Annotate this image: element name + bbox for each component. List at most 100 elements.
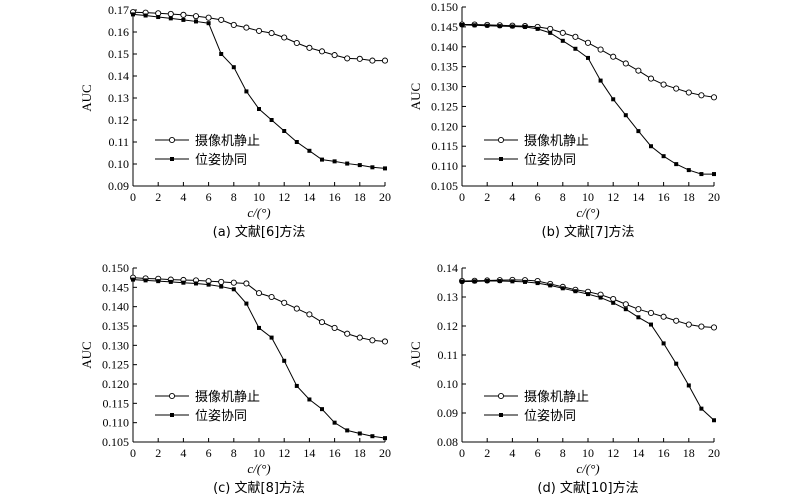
chart-d-series-2-point (523, 279, 527, 284)
chart-c-x-tick-label: 10 (253, 446, 265, 460)
chart-a-y-tick-label: 0.11 (108, 135, 129, 149)
chart-a-series-2-point (181, 17, 186, 22)
chart-a-legend-label-2: 位姿协同 (195, 152, 247, 168)
chart-a-series-2-point (370, 165, 375, 170)
chart-c-series-1-point (344, 330, 351, 337)
chart-a-series-1-point (331, 52, 338, 59)
chart-c-x-tick-label: 20 (379, 446, 391, 460)
chart-c-series-2-point (156, 279, 161, 284)
chart-d-y-tick-label: 0.14 (437, 261, 458, 275)
chart-a-series-1-point (167, 10, 174, 18)
chart-a-legend-label-1: 摄像机静止 (195, 134, 260, 149)
chart-a-y-tick-label: 0.13 (108, 91, 129, 105)
chart-a-x-tick-label: 20 (379, 190, 391, 204)
chart-c-y-tick-label: 0.135 (102, 319, 129, 333)
chart-c-x-tick-label: 6 (206, 446, 212, 460)
chart-c-series-2-point (282, 358, 287, 363)
chart-a-series-1-point (192, 13, 200, 20)
chart-d-legend-label-2: 位姿协同 (524, 408, 576, 424)
chart-b-x-tick-label: 16 (658, 190, 670, 204)
chart-d-legend-marker-2 (499, 413, 503, 417)
chart-d-series-1-point (710, 324, 718, 331)
chart-a-series-2-point (168, 16, 173, 21)
chart-b-series-1-point (559, 29, 566, 36)
chart-c-x-tick-label: 16 (329, 446, 341, 460)
chart-a-series-2-point (219, 52, 224, 56)
chart-b-x-axis-label: c/(°) (576, 205, 599, 220)
chart-c-series-1-point (306, 311, 313, 318)
chart-d-y-tick-label: 0.09 (437, 406, 458, 420)
chart-a-x-axis-label: c/(°) (247, 205, 270, 220)
chart-c-series-2-point (168, 279, 173, 284)
chart-a-y-tick-label: 0.14 (108, 69, 129, 83)
chart-c-series-1-point (369, 337, 376, 344)
chart-b-y-tick-label: 0.130 (431, 80, 458, 94)
chart-c-y-tick-label: 0.125 (102, 358, 129, 372)
chart-c-series-2-point (131, 277, 135, 282)
chart-b-series-2-point (686, 168, 691, 173)
chart-c-legend-label-1: 摄像机静止 (195, 390, 260, 405)
chart-a-series-2-point (231, 65, 236, 70)
chart-a-series-1-point (369, 57, 376, 64)
chart-c-y-tick-label: 0.120 (102, 377, 129, 391)
chart-d-series-1-point (685, 321, 692, 328)
chart-d-series-2-point (661, 341, 666, 346)
chart-panel-d: 0 2 4 6 8 10 12 14 16 18 20 0.08 0.09 0.10 0.11 0.12 0.1… (400, 250, 800, 500)
chart-a-y-tick-label: 0.15 (108, 47, 129, 61)
chart-a-series-2-point (131, 12, 135, 17)
chart-d-x-tick-label: 2 (484, 446, 490, 460)
chart-c-series-1-point (318, 319, 326, 326)
chart-d-x-axis-label: c/(°) (576, 461, 599, 476)
chart-b-series-2-point (674, 162, 679, 167)
chart-a-series-2-point (383, 166, 387, 171)
chart-b-y-tick-label: 0.145 (431, 20, 458, 34)
chart-a-series-1-point (344, 55, 351, 62)
chart-b-series-2-point (548, 30, 553, 35)
chart-b-series-1-point (660, 81, 667, 88)
chart-c-series-2-point (257, 325, 261, 330)
chart-b-series-2-point (573, 46, 578, 51)
chart-a-series-1-point (205, 14, 212, 21)
chart-c-series-1-point (255, 290, 263, 297)
chart-d-x-tick-label: 10 (582, 446, 594, 460)
chart-b-y-tick-label: 0.135 (431, 60, 458, 74)
chart-a-series-2-point (194, 19, 198, 24)
chart-b-legend-label-1: 摄像机静止 (524, 134, 589, 149)
chart-d-series-2-point (586, 292, 590, 297)
chart-b-legend-marker-1 (497, 136, 505, 144)
chart-panel-c: 0 2 4 6 8 10 12 14 16 18 20 0.105 0.110 0.115 0.120 0.1… (0, 250, 400, 500)
chart-b-x-tick-label: 14 (632, 190, 644, 204)
chart-c-y-tick-label: 0.140 (102, 300, 129, 314)
chart-b-x-tick-label: 2 (484, 190, 490, 204)
chart-c-series-2-point (332, 420, 337, 425)
chart-b-series-2-point (623, 113, 628, 118)
chart-d-x-tick-label: 20 (708, 446, 720, 460)
chart-d-caption: (d) 文献[10]方法 (537, 480, 638, 496)
chart-b-series-1-point (673, 85, 680, 92)
chart-a-series-2-point (257, 107, 261, 111)
chart-b-series-1-point (610, 53, 617, 60)
chart-a-series-2-point (282, 129, 287, 133)
chart-b-series-1-point (698, 92, 705, 99)
chart-c-x-tick-label: 4 (180, 446, 186, 460)
chart-c-x-tick-label: 12 (278, 446, 290, 460)
chart-c-series-2-point (181, 280, 186, 285)
chart-a-y-tick-label: 0.17 (108, 3, 129, 17)
chart-c-x-tick-label: 2 (155, 446, 161, 460)
chart-b-y-tick-label: 0.140 (431, 40, 458, 54)
chart-c-series-1-point (243, 280, 250, 287)
chart-b-x-tick-label: 10 (582, 190, 594, 204)
chart-c-series-1-point (293, 305, 300, 312)
chart-a-y-tick-label: 0.10 (108, 157, 129, 171)
chart-d-y-tick-label: 0.10 (437, 377, 458, 391)
chart-a-series-1-point (293, 39, 300, 47)
chart-d-series-1-point (622, 301, 629, 308)
chart-c-y-tick-label: 0.110 (102, 416, 129, 430)
chart-c-series-2-point (320, 407, 324, 412)
chart-a-x-tick-label: 0 (130, 190, 136, 204)
chart-c-caption: (c) 文献[8]方法 (213, 480, 305, 496)
chart-c-series-2-point (307, 397, 312, 402)
chart-c-y-axis-label: AUC (79, 341, 94, 368)
chart-a-y-tick-label: 0.09 (108, 179, 129, 193)
